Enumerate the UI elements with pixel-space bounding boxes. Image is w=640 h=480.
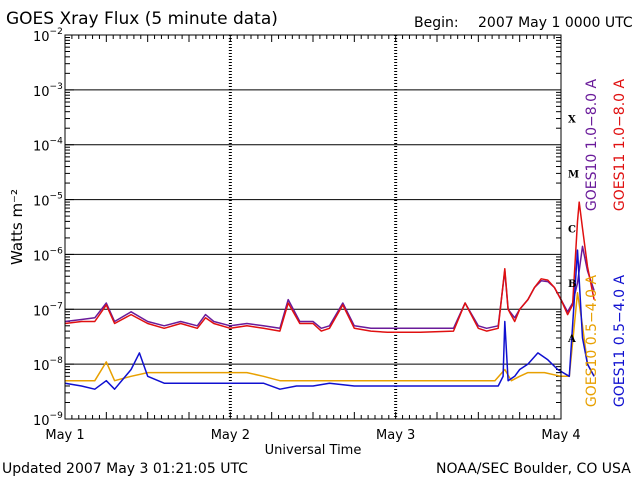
- series-lines: [64, 201, 595, 390]
- flare-class-x: X: [568, 115, 576, 126]
- x-tick-labels: May 1 May 2 May 3 May 4: [45, 428, 580, 443]
- x-axis-label: Universal Time: [265, 443, 362, 458]
- legend-entry-3: GOES11 0.5−4.0 A: [612, 275, 628, 408]
- flare-class-a: A: [567, 334, 576, 345]
- y-tick-label: 10−2: [33, 27, 63, 45]
- y-tick-label: 10−8: [33, 356, 63, 374]
- begin-label: Begin:: [414, 15, 459, 31]
- x-tick-label: May 1: [45, 428, 84, 443]
- flare-class-b: B: [568, 279, 576, 290]
- legend: GOES10 1.0−8.0 A GOES11 1.0−8.0 A GOES10 0…: [584, 79, 628, 408]
- x-tick-label: May 4: [541, 428, 580, 443]
- legend-entry-0: GOES10 1.0−8.0 A: [584, 79, 600, 212]
- y-tick-label: 10−5: [33, 192, 63, 210]
- series-line-0: [64, 245, 595, 330]
- y-tick-label: 10−4: [33, 137, 63, 155]
- chart-title: GOES Xray Flux (5 minute data): [6, 9, 278, 29]
- y-axis-label: Watts m⁻²: [8, 189, 26, 265]
- credit-text: NOAA/SEC Boulder, CO USA: [436, 461, 631, 477]
- y-tick-label: 10−3: [33, 82, 63, 100]
- series-line-2: [65, 292, 595, 382]
- flare-class-labels: X M C B A: [567, 115, 579, 345]
- legend-entry-1: GOES11 1.0−8.0 A: [612, 79, 628, 212]
- flare-class-c: C: [568, 224, 576, 235]
- y-tick-label: 10−6: [33, 246, 63, 264]
- y-tick-labels: 10−2 10−3 10−4 10−5 10−6 10−7 10−8 10−9: [33, 27, 63, 429]
- legend-entry-2: GOES10 0.5−4.0 A: [584, 275, 600, 408]
- series-line-1: [64, 201, 595, 334]
- x-tick-label: May 3: [376, 428, 415, 443]
- flare-class-m: M: [568, 169, 579, 180]
- series-line-3: [64, 249, 595, 390]
- begin-value: 2007 May 1 0000 UTC: [478, 15, 633, 31]
- y-tick-label: 10−9: [33, 411, 63, 429]
- gridlines: [65, 35, 561, 420]
- updated-timestamp: Updated 2007 May 3 01:21:05 UTC: [2, 461, 248, 477]
- x-tick-label: May 2: [211, 428, 250, 443]
- plot-frame: [64, 34, 562, 420]
- y-tick-label: 10−7: [33, 301, 63, 319]
